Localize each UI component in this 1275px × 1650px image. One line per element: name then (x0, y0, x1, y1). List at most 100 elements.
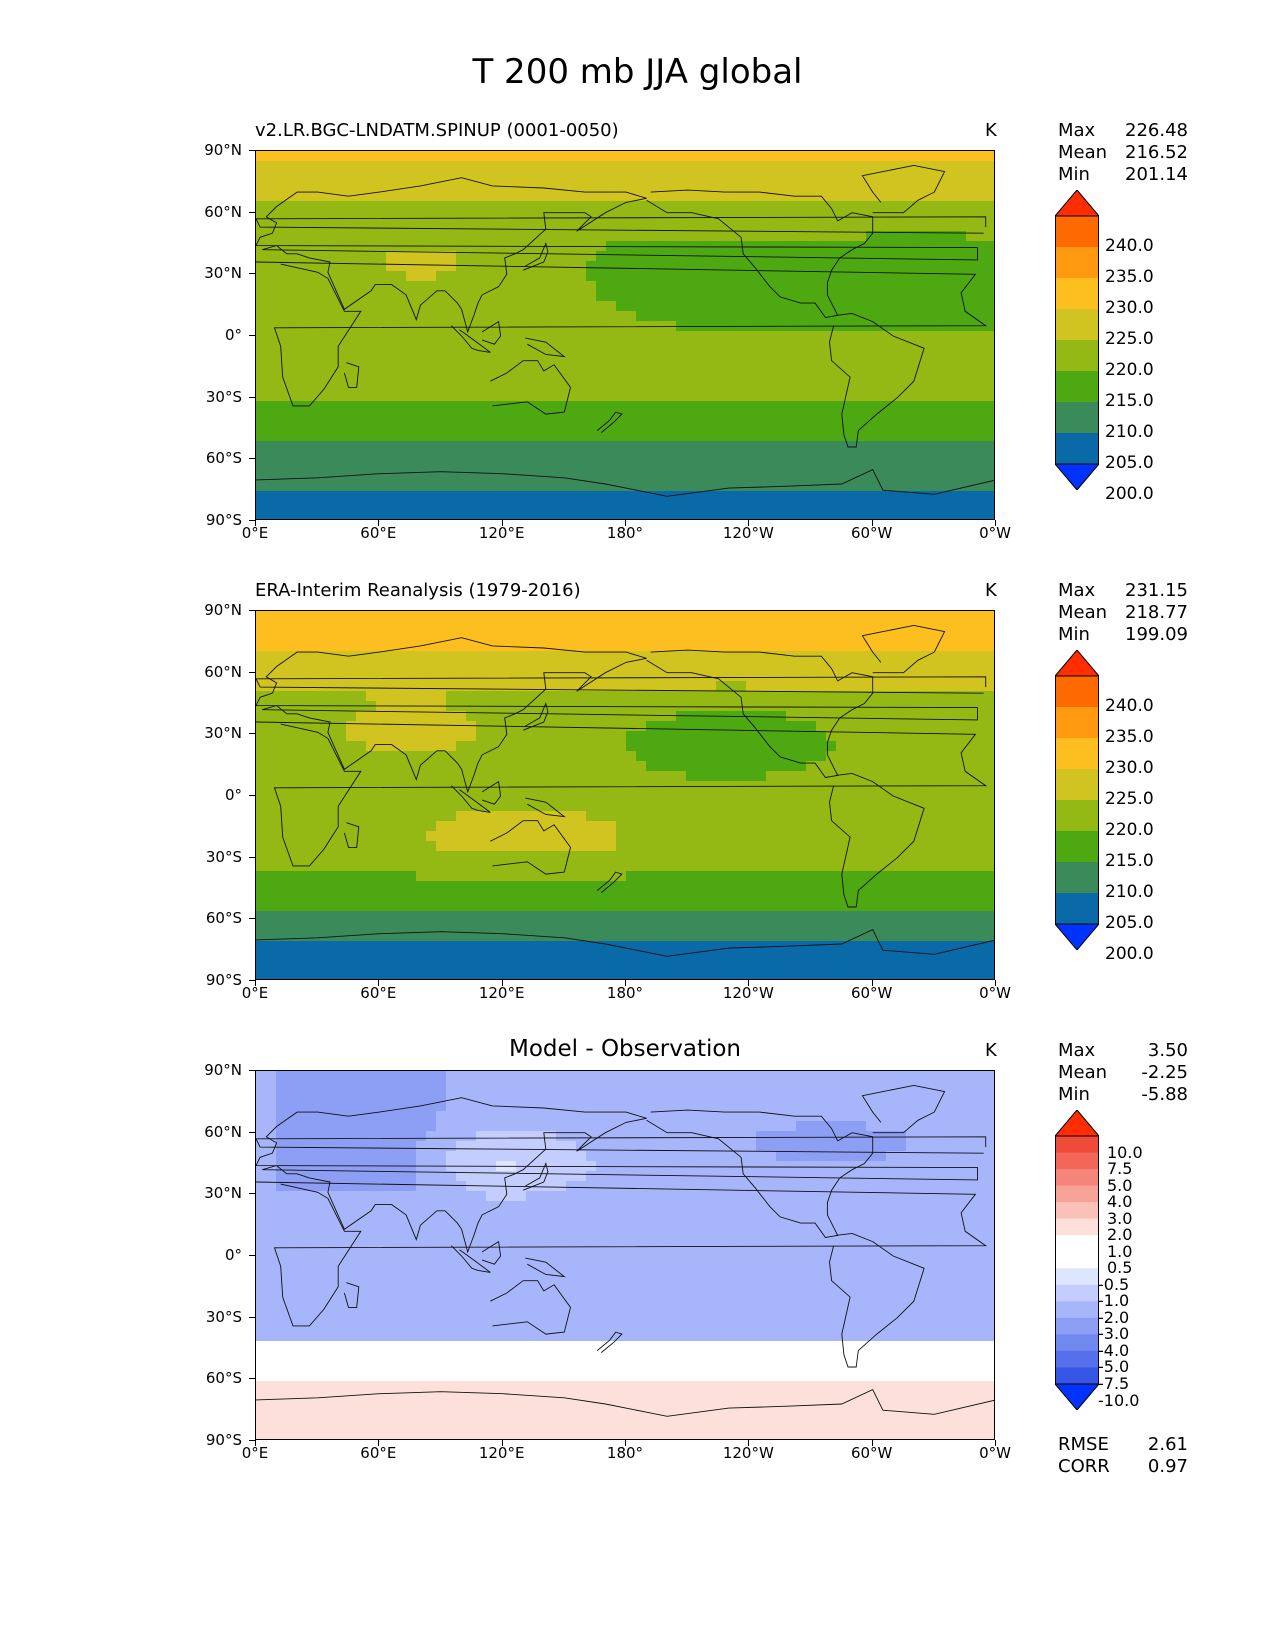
field-cell (546, 841, 557, 852)
field-cell (396, 611, 407, 622)
field-cell (486, 761, 497, 772)
field-cell (946, 661, 957, 672)
field-cell (306, 391, 317, 402)
field-cell (366, 411, 377, 422)
field-cell (616, 481, 627, 492)
field-cell (286, 891, 297, 902)
field-cell (306, 771, 317, 782)
field-cell (556, 881, 567, 892)
field-cell (546, 421, 557, 432)
field-cell (326, 651, 337, 662)
field-cell (666, 511, 677, 519)
field-cell (736, 171, 747, 182)
field-cell (606, 271, 617, 282)
field-cell (386, 281, 397, 292)
field-cell (966, 191, 977, 202)
field-cell (376, 251, 387, 262)
field-cell (676, 491, 687, 502)
field-cell (536, 421, 547, 432)
field-cell (426, 811, 437, 822)
field-cell (726, 481, 737, 492)
field-cell (286, 491, 297, 502)
field-cell (846, 391, 857, 402)
field-cell (666, 291, 677, 302)
field-cell (786, 701, 797, 712)
field-cell (966, 231, 977, 242)
field-cell (706, 761, 717, 772)
field-cell (396, 301, 407, 312)
field-cell (846, 831, 857, 842)
field-cell (256, 731, 267, 742)
field-cell (306, 191, 317, 202)
field-cell (946, 771, 957, 782)
field-cell (606, 201, 617, 212)
field-cell (866, 361, 877, 372)
field-cell (826, 891, 837, 902)
field-cell (506, 891, 517, 902)
field-cell (256, 351, 267, 362)
field-cell (786, 661, 797, 672)
field-cell (296, 641, 307, 652)
field-cell (596, 491, 607, 502)
field-cell (356, 281, 367, 292)
field-cell (306, 681, 317, 692)
field-cell (636, 401, 647, 412)
field-cell (426, 461, 437, 472)
field-cell (346, 761, 357, 772)
field-cell (456, 711, 467, 722)
field-cell (266, 391, 277, 402)
field-cell (926, 411, 937, 422)
field-cell (866, 711, 877, 722)
field-cell (856, 891, 867, 902)
field-cell (336, 791, 347, 802)
field-cell (876, 361, 887, 372)
field-cell (286, 871, 297, 882)
field-cell (476, 311, 487, 322)
field-cell (516, 331, 527, 342)
field-cell (566, 441, 577, 452)
field-cell (766, 201, 777, 212)
colorbar-segment (1055, 278, 1099, 310)
field-cell (506, 831, 517, 842)
field-cell (476, 271, 487, 282)
field-cell (686, 271, 697, 282)
field-cell (886, 741, 897, 752)
field-cell (266, 701, 277, 712)
field-cell (886, 341, 897, 352)
field-cell (676, 771, 687, 782)
field-cell (666, 451, 677, 462)
field-cell (406, 211, 417, 222)
field-cell (656, 611, 667, 622)
field-cell (876, 241, 887, 252)
field-cell (906, 441, 917, 452)
field-cell (856, 841, 867, 852)
lat-tick (249, 458, 255, 460)
field-cell (746, 231, 757, 242)
field-cell (536, 161, 547, 172)
field-cell (646, 311, 657, 322)
field-cell (866, 821, 877, 832)
field-cell (416, 671, 427, 682)
field-cell (986, 501, 994, 512)
field-cell (456, 881, 467, 892)
field-cell (676, 801, 687, 812)
field-cell (326, 791, 337, 802)
field-cell (436, 891, 447, 902)
field-cell (956, 631, 967, 642)
field-cell (526, 151, 537, 162)
field-cell (616, 171, 627, 182)
field-cell (536, 811, 547, 822)
field-cell (666, 411, 677, 422)
field-cell (346, 881, 357, 892)
field-cell (596, 461, 607, 472)
field-cell (876, 211, 887, 222)
field-cell (376, 741, 387, 752)
field-cell (416, 191, 427, 202)
field-cell (356, 881, 367, 892)
field-cell (626, 871, 637, 882)
field-cell (606, 161, 617, 172)
field-cell (606, 151, 617, 162)
field-cell (486, 821, 497, 832)
field-cell (786, 171, 797, 182)
field-cell (766, 381, 777, 392)
